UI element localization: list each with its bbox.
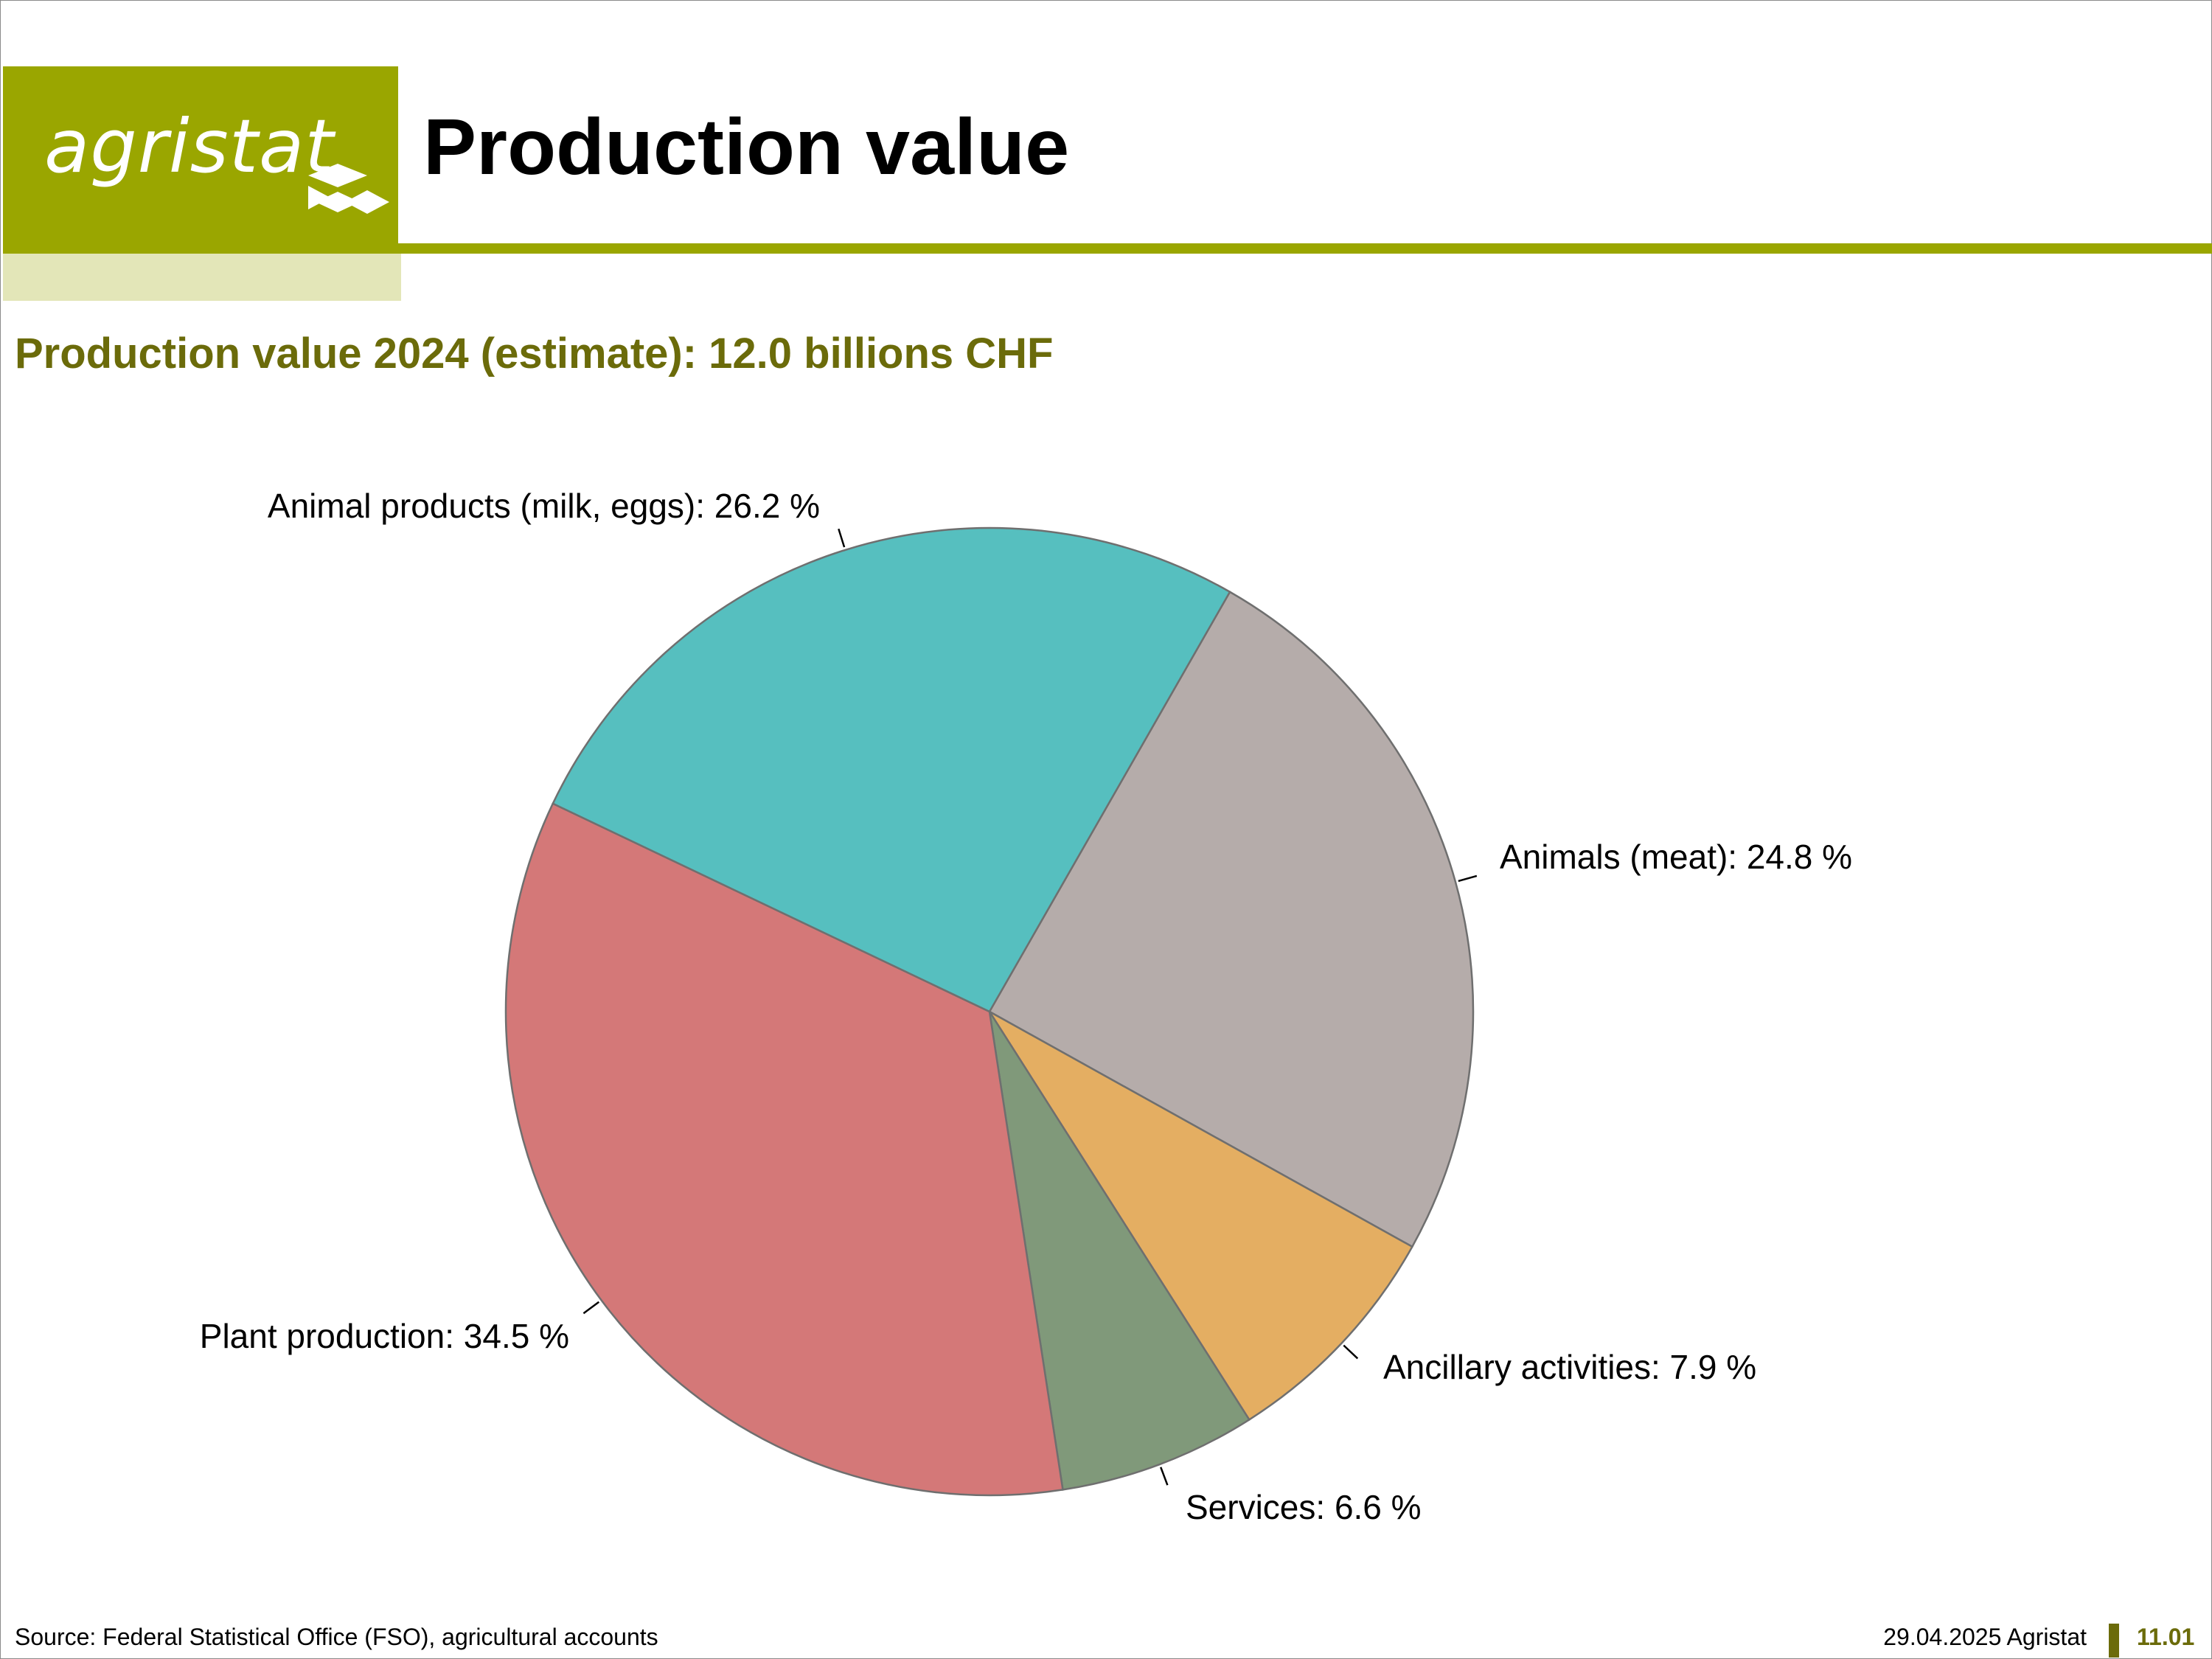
page-number: 11.01 [2137, 1624, 2195, 1650]
slice-label: Services: 6.6 % [1186, 1488, 1422, 1526]
slice-label: Ancillary activities: 7.9 % [1383, 1348, 1756, 1386]
header-rule-left [3, 243, 398, 254]
leader-line [582, 1301, 600, 1315]
logo-text: agristat [44, 103, 335, 189]
slice-label: Plant production: 34.5 % [200, 1317, 569, 1355]
slice-label: Animal products (milk, eggs): 26.2 % [268, 487, 820, 525]
source-note: Source: Federal Statistical Office (FSO)… [15, 1624, 658, 1650]
footer-divider [2109, 1624, 2119, 1658]
logo-accent-bar [3, 252, 401, 301]
leader-line [1160, 1467, 1169, 1486]
chart-subtitle: Production value 2024 (estimate): 12.0 b… [15, 330, 1054, 378]
pie-slice-ancillary-activities [988, 1010, 1414, 1422]
pie-slice-animals-meat [988, 591, 1475, 1248]
leader-line [1343, 1344, 1359, 1360]
leader-line [1458, 874, 1478, 883]
page-title: Production value [423, 102, 1070, 191]
slice-label: Animals (meat): 24.8 % [1500, 838, 1852, 876]
pie-slice-animal-products-milk-eggs [552, 526, 1231, 1013]
footer-date: 29.04.2025 Agristat [1883, 1624, 2087, 1650]
pie-slice-plant-production [504, 802, 1064, 1497]
logo [3, 66, 398, 252]
leader-line [838, 528, 846, 548]
header-rule [398, 243, 2212, 254]
logo-mark-icon [308, 164, 389, 214]
pie-slice-services [988, 1011, 1251, 1491]
